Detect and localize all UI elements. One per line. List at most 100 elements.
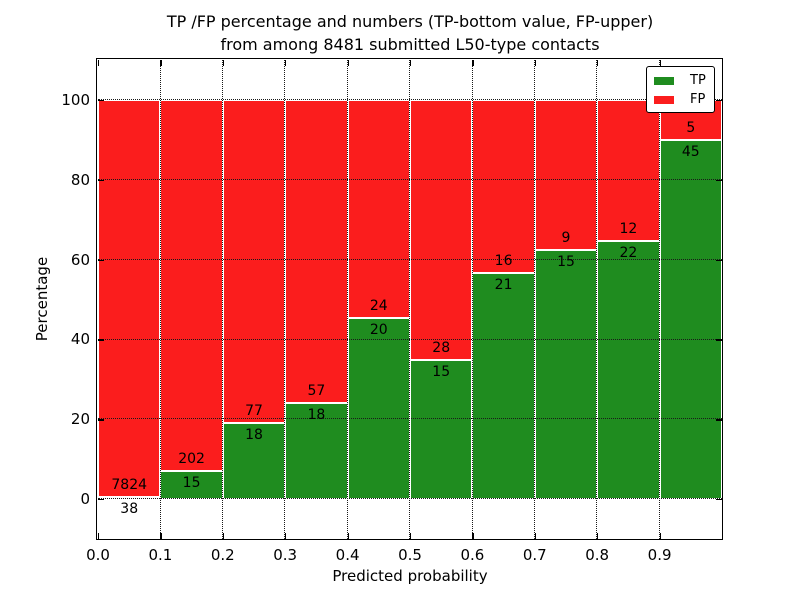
v-gridline (159, 60, 161, 539)
x-tick-mark (347, 60, 349, 66)
bar-segment-tp (222, 423, 286, 500)
x-tick-mark (597, 533, 599, 539)
v-gridline (534, 60, 535, 539)
x-tick-label: 0.6 (460, 546, 485, 564)
x-tick-label: 0.9 (647, 546, 672, 564)
x-tick-label: 0.1 (148, 546, 173, 564)
bar-segment-tp (472, 272, 535, 500)
x-tick-label: 0.8 (585, 546, 610, 564)
y-tick-mark (716, 419, 722, 421)
v-gridline (409, 60, 411, 539)
y-axis-title: Percentage (33, 256, 51, 342)
x-tick-mark (472, 533, 474, 539)
v-gridline (284, 60, 286, 539)
bar-segment-tp (659, 139, 722, 500)
bar-count-label-tp: 21 (494, 276, 513, 293)
x-tick-mark (347, 533, 349, 539)
x-tick-mark (534, 533, 537, 539)
chart-title: TP /FP percentage and numbers (TP-bottom… (98, 10, 722, 56)
x-tick-label: 0.2 (210, 546, 235, 564)
bar-count-label-tp: 15 (182, 475, 201, 492)
bar-count-label-fp: 28 (432, 339, 451, 356)
bar-count-label-fp: 77 (245, 403, 263, 420)
bar-count-label-fp: 9 (561, 229, 571, 246)
legend-swatch-fp (654, 95, 674, 104)
bar-count-label-tp: 18 (307, 407, 326, 424)
x-tick-mark (222, 60, 225, 66)
bar-count-label-tp: 20 (369, 321, 388, 338)
bar-segment-tp (534, 249, 598, 500)
x-tick-mark (285, 533, 287, 539)
x-tick-label: 0.4 (335, 546, 360, 564)
x-tick-mark (160, 60, 162, 66)
y-tick-label: 80 (70, 170, 90, 189)
y-tick-mark (98, 499, 104, 501)
v-gridline (346, 60, 348, 539)
x-tick-mark (659, 60, 661, 66)
bar-segment-fp (410, 99, 473, 360)
x-tick-label: 0.0 (86, 546, 110, 564)
x-tick-mark (472, 60, 474, 66)
bar-segment-fp (472, 99, 535, 273)
y-tick-mark (716, 339, 722, 341)
chart-title-line1: TP /FP percentage and numbers (TP-bottom… (166, 12, 654, 31)
x-tick-label: 0.5 (398, 546, 422, 564)
x-tick-mark (410, 60, 412, 66)
v-gridline (222, 60, 223, 539)
bar-segment-fp (285, 99, 348, 404)
v-gridline (596, 60, 598, 539)
legend-swatch-tp (654, 76, 674, 85)
bar-count-label-fp: 12 (619, 220, 638, 237)
x-tick-mark (410, 533, 412, 539)
x-tick-mark (659, 533, 661, 539)
bar-segment-fp (160, 99, 223, 472)
y-tick-mark (716, 259, 722, 261)
legend-label: FP (690, 92, 706, 107)
bar-count-label-fp: 7824 (111, 477, 148, 494)
x-tick-mark (597, 60, 599, 66)
y-tick-mark (716, 99, 722, 102)
plot-border (96, 58, 723, 540)
bar-count-label-tp: 15 (557, 253, 575, 270)
x-tick-mark (534, 60, 537, 66)
y-tick-mark (98, 339, 104, 341)
x-tick-mark (222, 533, 225, 539)
bar-count-label-fp: 202 (178, 451, 205, 468)
y-tick-label: 0 (80, 490, 90, 509)
y-tick-mark (98, 259, 104, 261)
v-gridline (471, 60, 473, 539)
y-tick-mark (716, 499, 722, 501)
y-tick-label: 40 (70, 330, 90, 349)
y-tick-label: 100 (61, 90, 90, 109)
bar-count-label-fp: 5 (686, 119, 696, 136)
bar-count-label-tp: 15 (432, 363, 451, 380)
x-axis-title: Predicted probability (332, 567, 488, 585)
y-tick-mark (98, 179, 104, 182)
bar-count-label-fp: 16 (494, 252, 513, 269)
bar-segment-tp (597, 240, 660, 500)
bar-count-label-fp: 24 (369, 297, 388, 314)
y-tick-mark (716, 179, 722, 182)
legend: TP FP (646, 66, 715, 113)
y-tick-mark (98, 99, 104, 102)
x-tick-label: 0.7 (522, 546, 547, 564)
y-tick-label: 60 (70, 250, 90, 269)
bar-count-label-tp: 38 (120, 501, 139, 518)
bar-count-label-tp: 22 (619, 244, 638, 261)
bar-segment-fp (534, 99, 598, 250)
legend-entry-fp: FP (647, 90, 714, 109)
bar-count-label-tp: 18 (245, 427, 263, 444)
v-gridline (658, 60, 660, 539)
legend-label: TP (690, 73, 706, 88)
y-tick-label: 20 (70, 410, 90, 429)
legend-entry-tp: TP (647, 71, 714, 90)
x-tick-mark (160, 533, 162, 539)
bar-count-label-tp: 45 (681, 143, 700, 160)
x-tick-mark (285, 60, 287, 66)
x-tick-mark (98, 533, 100, 539)
chart-title-line2: from among 8481 submitted L50-type conta… (220, 35, 600, 54)
x-tick-label: 0.3 (273, 546, 298, 564)
y-tick-mark (98, 419, 104, 421)
